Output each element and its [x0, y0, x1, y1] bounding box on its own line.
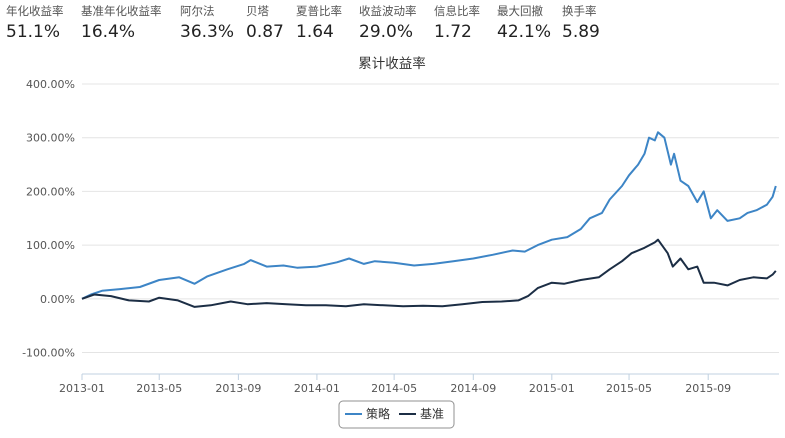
stat-label: 夏普比率 — [296, 4, 342, 18]
stat-annual-return: 年化收益率 51.1% — [6, 4, 64, 42]
stat-label: 基准年化收益率 — [81, 4, 162, 18]
stat-label: 收益波动率 — [359, 4, 417, 18]
x-tick-label: 2015-09 — [685, 382, 731, 395]
grid-lines — [82, 83, 779, 354]
stat-volatility: 收益波动率 29.0% — [359, 4, 417, 42]
y-axis: -100.00% 0.00% 100.00% 200.00% 300.00% 400.00… — [22, 78, 75, 360]
cumulative-return-chart: 累计收益率 -100.00% 0.00% 100.00% 200.00% 300.00%… — [22, 55, 779, 429]
x-tick-label: 2015-05 — [606, 382, 652, 395]
x-tick-label: 2013-01 — [59, 382, 105, 395]
y-tick-label: 200.00% — [26, 185, 75, 198]
y-tick-label: 400.00% — [26, 78, 75, 91]
stat-value: 1.72 — [434, 22, 472, 42]
stat-value: 29.0% — [359, 22, 414, 42]
stat-value: 1.64 — [296, 22, 334, 42]
stat-label: 贝塔 — [246, 4, 269, 18]
stat-beta: 贝塔 0.87 — [246, 4, 284, 42]
stat-value: 36.3% — [180, 22, 235, 42]
series-line-strategy — [81, 131, 777, 300]
stat-benchmark-annual-return: 基准年化收益率 16.4% — [81, 4, 162, 42]
series-line-benchmark — [81, 238, 777, 308]
legend-box — [338, 400, 455, 429]
stat-label: 最大回撤 — [497, 4, 543, 18]
stat-label: 阿尔法 — [180, 4, 215, 18]
stat-turnover: 换手率 5.89 — [562, 4, 600, 42]
y-tick-label: 0.00% — [40, 293, 75, 306]
series-lines — [81, 131, 777, 308]
y-tick-label: 300.00% — [26, 132, 75, 145]
y-tick-label: -100.00% — [22, 347, 75, 360]
stat-value: 42.1% — [497, 22, 552, 42]
stat-value: 0.87 — [246, 22, 284, 42]
stat-label: 换手率 — [562, 4, 597, 18]
x-axis: 2013-01 2013-05 2013-09 2014-01 2014-05 2014-… — [59, 374, 731, 395]
legend-label-strategy[interactable]: 策略 — [366, 406, 390, 421]
stat-information-ratio: 信息比率 1.72 — [434, 4, 480, 42]
x-tick-label: 2014-09 — [450, 382, 496, 395]
x-tick-label: 2013-09 — [215, 382, 261, 395]
stat-value: 5.89 — [562, 22, 600, 42]
legend: 策略 基准 — [338, 400, 455, 429]
stat-max-drawdown: 最大回撤 42.1% — [497, 4, 551, 42]
x-tick-label: 2014-05 — [371, 382, 417, 395]
stats-bar: 年化收益率 51.1% 基准年化收益率 16.4% 阿尔法 36.3% 贝塔 0… — [0, 0, 785, 48]
chart-title: 累计收益率 — [358, 55, 426, 72]
stat-value: 16.4% — [81, 22, 136, 42]
stat-alpha: 阿尔法 36.3% — [180, 4, 234, 42]
stat-sharpe: 夏普比率 1.64 — [296, 4, 342, 42]
y-tick-label: 100.00% — [26, 239, 75, 252]
x-tick-label: 2014-01 — [294, 382, 340, 395]
legend-label-benchmark[interactable]: 基准 — [420, 407, 444, 421]
stat-label: 信息比率 — [434, 4, 480, 18]
stat-value: 51.1% — [6, 22, 61, 42]
stat-label: 年化收益率 — [6, 4, 64, 18]
x-tick-label: 2015-01 — [529, 382, 575, 395]
x-tick-label: 2013-05 — [136, 382, 182, 395]
